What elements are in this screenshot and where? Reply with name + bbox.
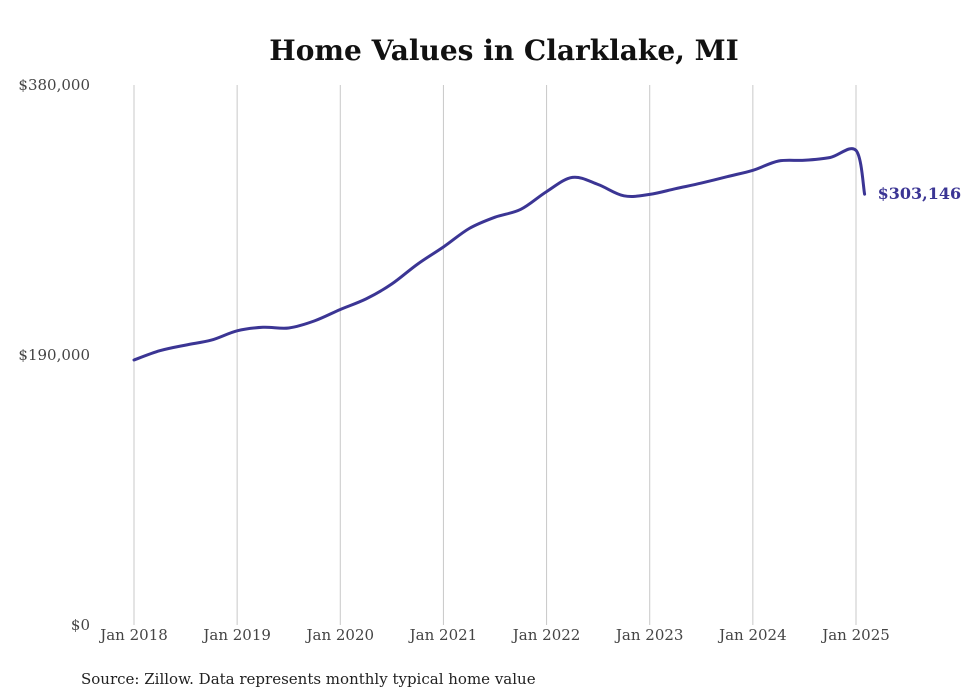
chart-title: Home Values in Clarklake, MI [269,34,738,67]
x-tick-label: Jan 2025 [820,626,890,644]
x-tick-label: Jan 2024 [717,626,787,644]
source-note: Source: Zillow. Data represents monthly … [81,670,536,688]
x-tick-label: Jan 2019 [201,626,271,644]
x-axis-ticks: Jan 2018 Jan 2019 Jan 2020 Jan 2021 Jan 2022… [98,626,890,644]
series-layer: $303,146 [132,147,962,362]
grid-lines [133,85,857,625]
x-tick-label: Jan 2023 [614,626,684,644]
y-axis-ticks: $0 $190,000 $380,000 [18,76,90,634]
y-tick-label: $380,000 [18,76,90,94]
y-tick-label: $190,000 [18,346,90,364]
x-tick-label: Jan 2021 [408,626,478,644]
x-tick-label: Jan 2018 [98,626,168,644]
end-value-label: $303,146 [878,184,962,203]
y-tick-label: $0 [71,616,90,634]
series-line [132,147,867,362]
x-tick-label: Jan 2022 [511,626,581,644]
x-tick-label: Jan 2020 [305,626,375,644]
